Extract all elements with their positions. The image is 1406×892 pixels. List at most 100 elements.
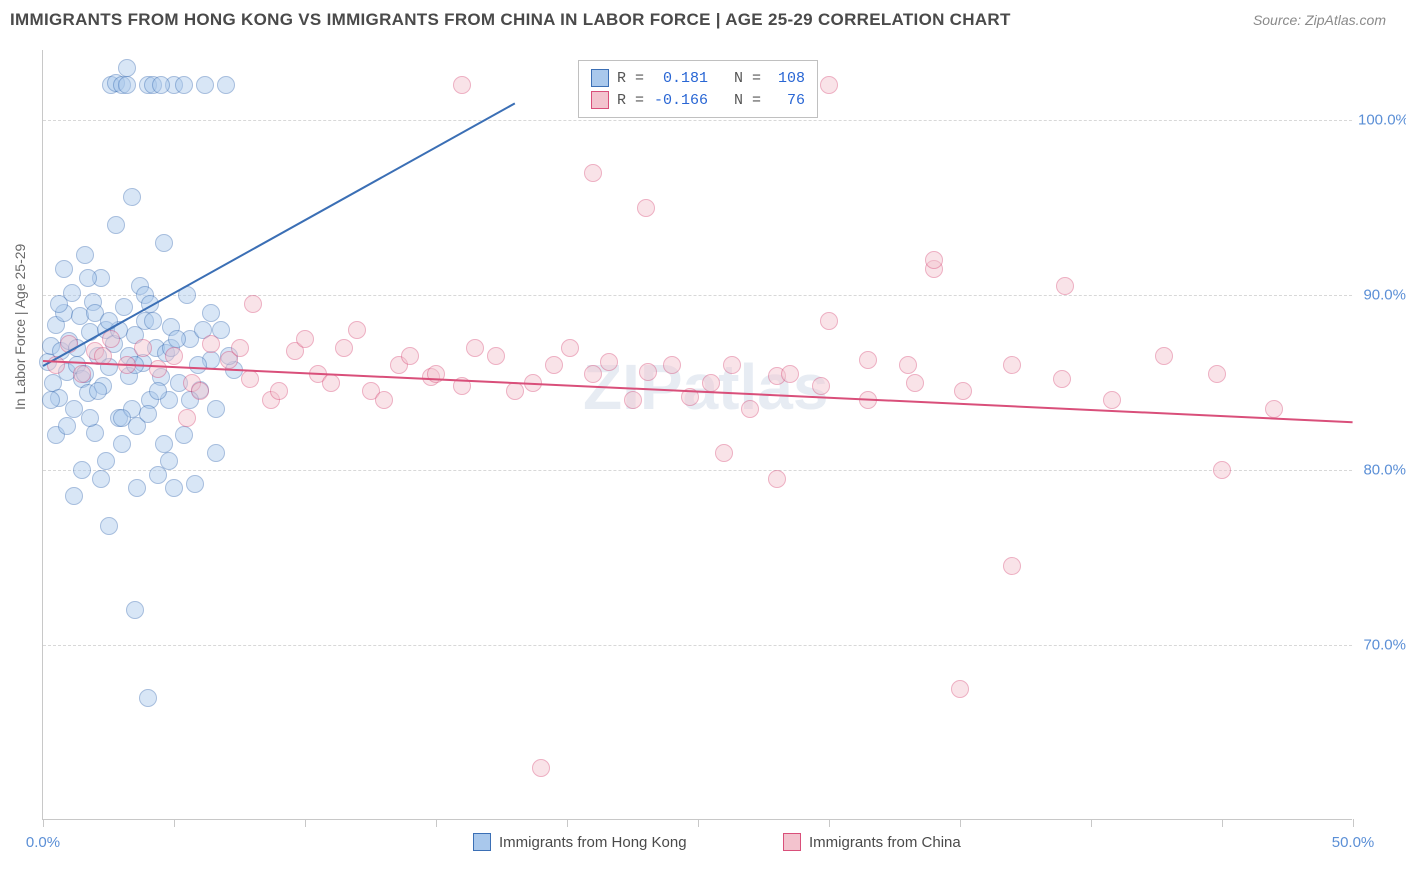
data-point xyxy=(532,759,550,777)
data-point xyxy=(270,382,288,400)
xtick-label: 0.0% xyxy=(26,834,60,851)
stat-n-label: N = xyxy=(716,70,761,87)
xtick xyxy=(174,819,175,827)
series-swatch xyxy=(591,69,609,87)
data-point xyxy=(191,382,209,400)
data-point xyxy=(113,409,131,427)
data-point xyxy=(715,444,733,462)
data-point xyxy=(160,452,178,470)
data-point xyxy=(65,487,83,505)
legend-swatch xyxy=(473,833,491,851)
data-point xyxy=(820,76,838,94)
data-point xyxy=(189,356,207,374)
data-point xyxy=(781,365,799,383)
data-point xyxy=(118,76,136,94)
data-point xyxy=(196,76,214,94)
xtick xyxy=(1222,819,1223,827)
source-label: Source: ZipAtlas.com xyxy=(1253,12,1386,28)
legend-item: Immigrants from China xyxy=(783,833,961,851)
stat-n-value: 76 xyxy=(769,92,805,109)
xtick xyxy=(1353,819,1354,827)
data-point xyxy=(954,382,972,400)
data-point xyxy=(123,188,141,206)
data-point xyxy=(217,76,235,94)
data-point xyxy=(1208,365,1226,383)
stat-r-label: R = xyxy=(617,70,644,87)
data-point xyxy=(506,382,524,400)
data-point xyxy=(97,452,115,470)
data-point xyxy=(1053,370,1071,388)
data-point xyxy=(186,475,204,493)
data-point xyxy=(241,370,259,388)
data-point xyxy=(128,479,146,497)
legend-swatch xyxy=(783,833,801,851)
data-point xyxy=(1103,391,1121,409)
data-point xyxy=(144,312,162,330)
data-point xyxy=(639,363,657,381)
legend-item: Immigrants from Hong Kong xyxy=(473,833,687,851)
data-point xyxy=(600,353,618,371)
data-point xyxy=(1056,277,1074,295)
data-point xyxy=(175,426,193,444)
data-point xyxy=(906,374,924,392)
stat-n-value: 108 xyxy=(769,70,805,87)
data-point xyxy=(322,374,340,392)
gridline-h xyxy=(43,120,1352,121)
data-point xyxy=(768,470,786,488)
data-point xyxy=(231,339,249,357)
xtick xyxy=(567,819,568,827)
data-point xyxy=(202,335,220,353)
data-point xyxy=(244,295,262,313)
data-point xyxy=(149,382,167,400)
xtick xyxy=(960,819,961,827)
ytick-label: 100.0% xyxy=(1358,112,1406,129)
data-point xyxy=(107,216,125,234)
data-point xyxy=(1155,347,1173,365)
ytick-label: 70.0% xyxy=(1358,637,1406,654)
data-point xyxy=(1265,400,1283,418)
data-point xyxy=(702,374,720,392)
stats-row: R = -0.166 N = 76 xyxy=(591,89,805,111)
data-point xyxy=(925,251,943,269)
data-point xyxy=(207,444,225,462)
data-point xyxy=(1003,557,1021,575)
data-point xyxy=(155,435,173,453)
data-point xyxy=(375,391,393,409)
data-point xyxy=(466,339,484,357)
data-point xyxy=(126,601,144,619)
data-point xyxy=(348,321,366,339)
data-point xyxy=(79,269,97,287)
trend-line xyxy=(43,103,516,367)
data-point xyxy=(155,234,173,252)
data-point xyxy=(487,347,505,365)
data-point xyxy=(202,304,220,322)
data-point xyxy=(113,435,131,453)
data-point xyxy=(55,260,73,278)
legend-label: Immigrants from Hong Kong xyxy=(499,834,687,851)
legend-label: Immigrants from China xyxy=(809,834,961,851)
gridline-h xyxy=(43,470,1352,471)
data-point xyxy=(335,339,353,357)
data-point xyxy=(951,680,969,698)
data-point xyxy=(207,400,225,418)
data-point xyxy=(812,377,830,395)
chart-plot-area: ZIPatlas 70.0%80.0%90.0%100.0%0.0%50.0%R… xyxy=(42,50,1352,820)
xtick xyxy=(829,819,830,827)
data-point xyxy=(139,689,157,707)
stats-row: R =0.181 N =108 xyxy=(591,67,805,89)
xtick xyxy=(436,819,437,827)
stat-n-label: N = xyxy=(716,92,761,109)
stat-r-label: R = xyxy=(617,92,644,109)
xtick xyxy=(305,819,306,827)
data-point xyxy=(584,365,602,383)
chart-title: IMMIGRANTS FROM HONG KONG VS IMMIGRANTS … xyxy=(10,10,1011,30)
series-swatch xyxy=(591,91,609,109)
data-point xyxy=(73,365,91,383)
data-point xyxy=(401,347,419,365)
data-point xyxy=(741,400,759,418)
data-point xyxy=(100,517,118,535)
stat-r-value: -0.166 xyxy=(652,92,708,109)
data-point xyxy=(92,470,110,488)
y-axis-label: In Labor Force | Age 25-29 xyxy=(12,244,28,410)
stats-box: R =0.181 N =108R =-0.166 N =76 xyxy=(578,60,818,118)
